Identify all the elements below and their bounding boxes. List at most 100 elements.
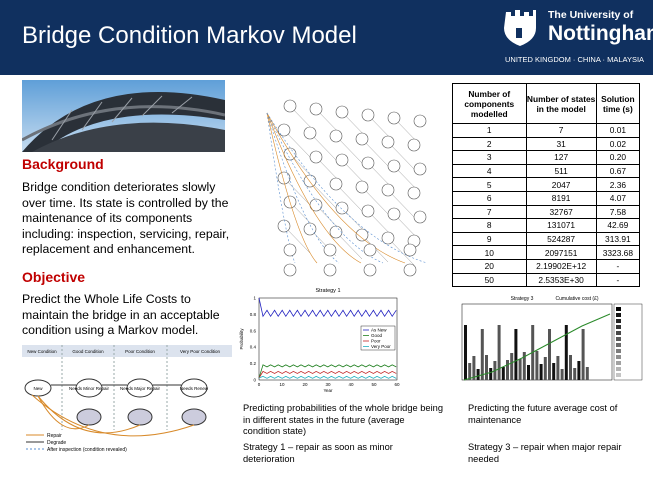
node bbox=[381, 135, 395, 149]
node bbox=[413, 210, 427, 224]
logo-icon bbox=[504, 10, 536, 46]
column-label: Good Condition bbox=[72, 349, 104, 354]
table-cell: 4 bbox=[452, 163, 527, 179]
bar bbox=[480, 329, 484, 380]
legend-swatch bbox=[616, 325, 621, 329]
legend-label: As New bbox=[371, 328, 387, 333]
bar bbox=[527, 365, 530, 380]
legend-label: Good bbox=[371, 333, 383, 338]
table-cell: 313.91 bbox=[595, 231, 641, 247]
node bbox=[387, 111, 401, 125]
node bbox=[363, 263, 377, 277]
legend-label: Poor bbox=[371, 339, 381, 344]
university: The University of bbox=[548, 9, 634, 21]
node bbox=[407, 138, 421, 152]
edge bbox=[266, 112, 318, 264]
bar bbox=[476, 369, 480, 380]
edge bbox=[266, 112, 362, 264]
bar bbox=[468, 363, 472, 380]
campuses: UNITED KINGDOM · CHINA · MALAYSIA bbox=[505, 55, 645, 64]
bridge-photo bbox=[22, 80, 225, 152]
y-tick-label: 0.4 bbox=[250, 345, 257, 350]
bar bbox=[464, 325, 467, 380]
bar bbox=[573, 368, 577, 380]
strategy1-figure: Strategy 1 0 10 20 30 40 50 60 0 0.2 0.4 0.6 0.8 1 Yea… bbox=[239, 288, 400, 393]
figure-title: Strategy 1 bbox=[315, 288, 340, 294]
table-cell: 0.01 bbox=[595, 123, 641, 138]
table-cell: 524287 bbox=[525, 231, 597, 247]
bar bbox=[581, 329, 585, 380]
x-tick-label: 20 bbox=[302, 382, 308, 387]
bar bbox=[518, 359, 522, 380]
node-label: Needs Renew bbox=[180, 386, 209, 391]
y-axis-label: Probability bbox=[239, 328, 244, 350]
bar bbox=[585, 367, 589, 380]
edge bbox=[266, 112, 296, 264]
bar bbox=[564, 325, 568, 380]
university-name: Nottingham bbox=[548, 22, 653, 45]
node bbox=[363, 243, 377, 257]
curve bbox=[258, 364, 397, 379]
table-cell: 7 bbox=[452, 204, 527, 220]
table-cell: 4.07 bbox=[595, 190, 641, 206]
curve bbox=[258, 297, 397, 318]
bar bbox=[535, 351, 539, 380]
node bbox=[403, 243, 417, 257]
table-cell: 2.36 bbox=[595, 177, 641, 192]
y-tick-label: 1 bbox=[253, 296, 256, 301]
table-cell: 9 bbox=[452, 231, 527, 247]
column-label: Very Poor Condition bbox=[180, 349, 221, 354]
table-cell: - bbox=[595, 272, 641, 288]
title: Bridge Condition Markov Model bbox=[22, 22, 357, 49]
table-cell: 8 bbox=[452, 218, 527, 233]
legend-swatch bbox=[616, 331, 621, 335]
node bbox=[381, 183, 395, 197]
legend-swatch bbox=[616, 373, 621, 377]
bar bbox=[552, 363, 556, 380]
table-cell: 6 bbox=[452, 190, 527, 206]
bar bbox=[556, 356, 560, 380]
node bbox=[329, 177, 343, 191]
table-cell: 3 bbox=[452, 150, 527, 165]
objective-text: Predict the Whole Life Costs to maintain… bbox=[22, 292, 220, 337]
node bbox=[283, 263, 297, 277]
x-tick-label: 30 bbox=[325, 382, 331, 387]
figure-title: Strategy 3 bbox=[511, 296, 534, 302]
node bbox=[323, 243, 337, 257]
table-cell: - bbox=[595, 258, 641, 274]
node bbox=[361, 156, 375, 170]
node bbox=[387, 159, 401, 173]
bar bbox=[489, 368, 493, 380]
curve bbox=[258, 370, 397, 379]
x-tick-label: 60 bbox=[394, 382, 400, 387]
table-cell: 8191 bbox=[525, 190, 597, 206]
bar bbox=[506, 360, 509, 380]
legend-label: Repair bbox=[47, 433, 62, 439]
bar bbox=[569, 355, 572, 380]
markov-network bbox=[266, 99, 428, 277]
bar bbox=[497, 325, 501, 380]
table-cell: 10 bbox=[452, 245, 527, 260]
table-cell: 0.02 bbox=[595, 136, 641, 152]
legend-swatch bbox=[616, 319, 621, 323]
node bbox=[335, 105, 349, 119]
background-heading: Background bbox=[22, 156, 104, 172]
node bbox=[355, 180, 369, 194]
y-tick-label: 0 bbox=[253, 378, 256, 383]
bar bbox=[472, 356, 476, 380]
node bbox=[329, 225, 343, 239]
cumulative-line bbox=[463, 313, 611, 381]
node-label: Needs Major Repair bbox=[120, 386, 161, 391]
table-cell: 127 bbox=[525, 150, 597, 165]
node bbox=[355, 228, 369, 242]
legend-label: Very Poor bbox=[371, 344, 391, 349]
column-header: Solution time (s) bbox=[595, 83, 641, 124]
table-cell: 31 bbox=[525, 136, 597, 152]
node bbox=[335, 201, 349, 215]
table-cell: 0.67 bbox=[595, 163, 641, 179]
results-table: Number of components modelled Number of s… bbox=[452, 83, 641, 288]
y-tick-label: 0.8 bbox=[250, 312, 257, 317]
node bbox=[403, 263, 417, 277]
y-tick-label: 0.2 bbox=[250, 361, 257, 366]
x-tick-label: 50 bbox=[371, 382, 377, 387]
